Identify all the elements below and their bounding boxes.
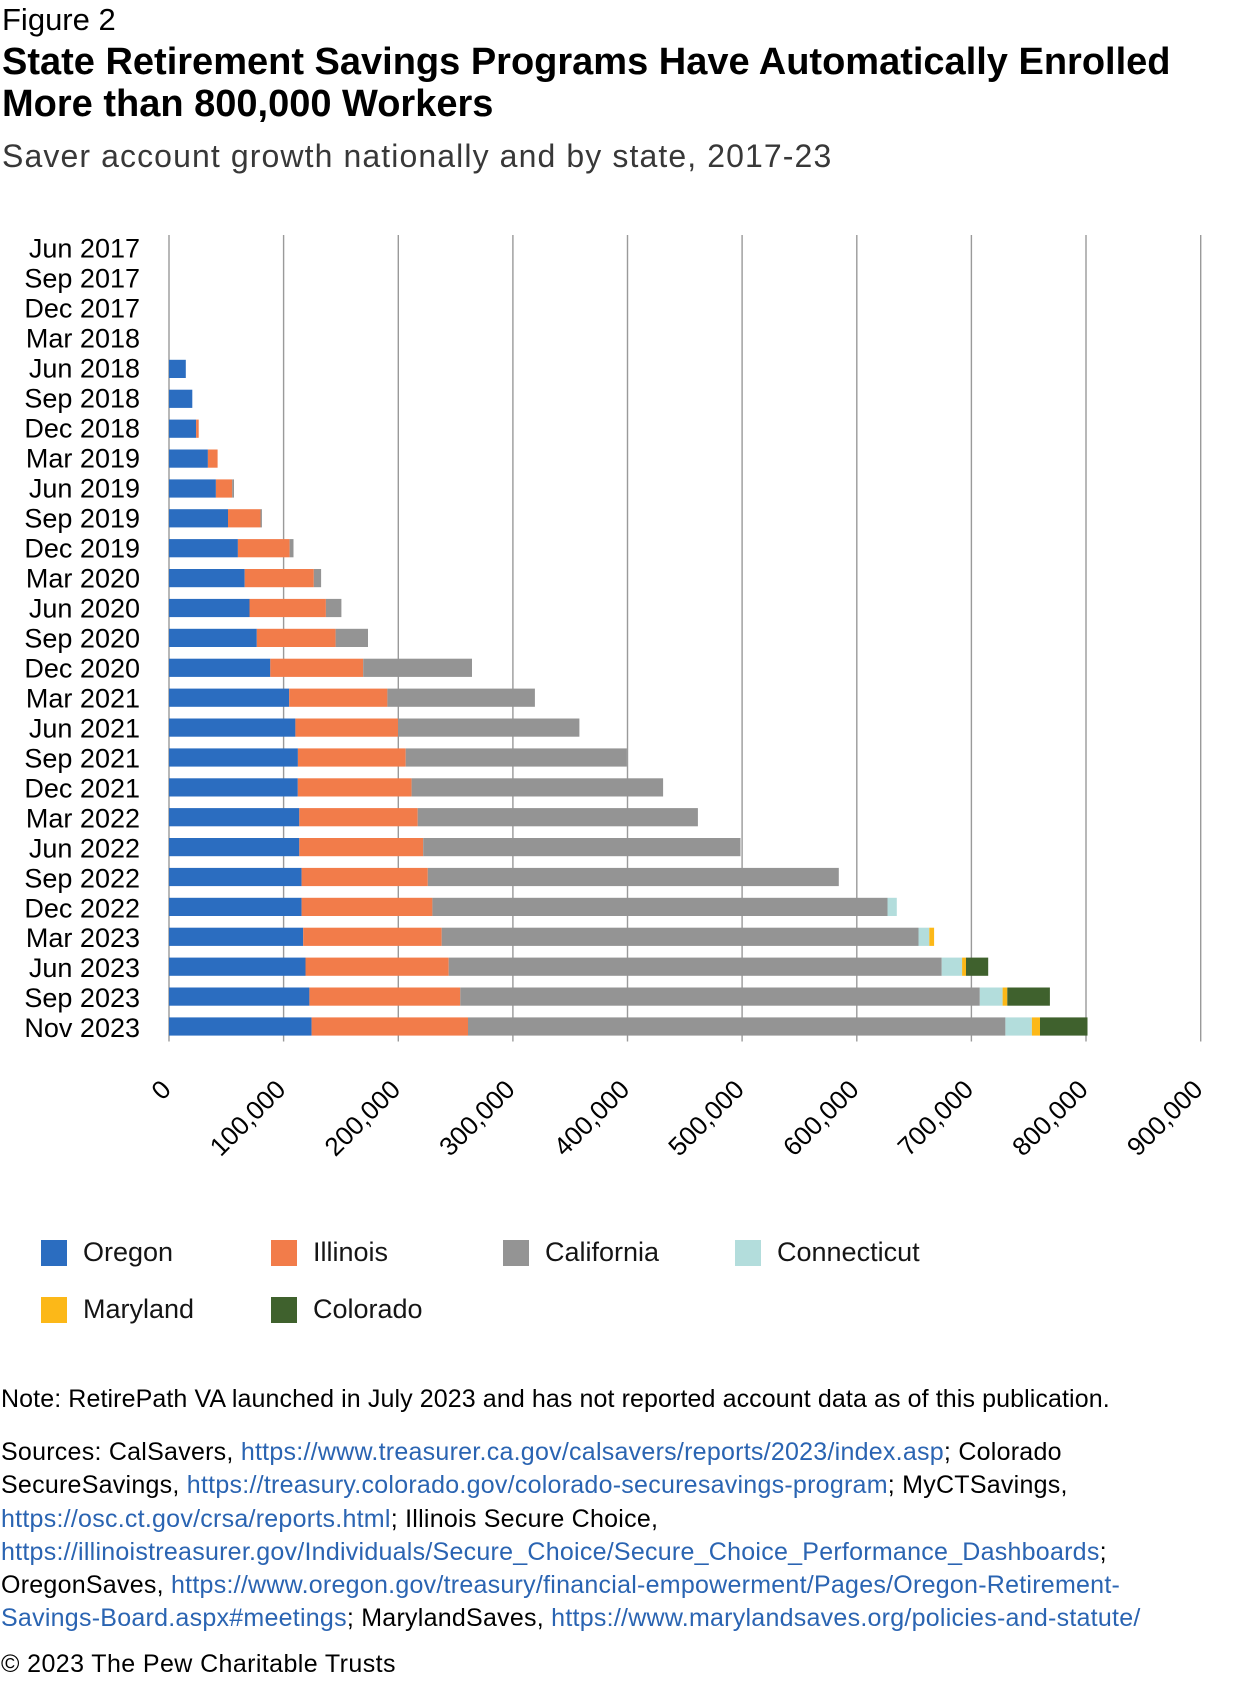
svg-text:300,000: 300,000 <box>433 1074 521 1162</box>
svg-text:Sep 2019: Sep 2019 <box>24 504 140 534</box>
svg-text:Dec 2020: Dec 2020 <box>24 653 140 683</box>
svg-text:Sep 2020: Sep 2020 <box>24 623 140 653</box>
svg-text:Sep 2018: Sep 2018 <box>24 384 140 414</box>
svg-text:Nov 2023: Nov 2023 <box>24 1013 140 1043</box>
svg-text:Mar 2023: Mar 2023 <box>26 923 140 953</box>
svg-text:Dec 2018: Dec 2018 <box>24 414 140 444</box>
svg-text:Jun 2023: Jun 2023 <box>29 953 140 983</box>
svg-text:500,000: 500,000 <box>662 1074 750 1162</box>
svg-text:600,000: 600,000 <box>777 1074 865 1162</box>
svg-text:Dec 2019: Dec 2019 <box>24 534 140 564</box>
svg-text:Mar 2020: Mar 2020 <box>26 564 140 594</box>
svg-text:Mar 2019: Mar 2019 <box>26 444 140 474</box>
svg-text:400,000: 400,000 <box>548 1074 636 1162</box>
svg-text:700,000: 700,000 <box>891 1074 979 1162</box>
svg-text:0: 0 <box>145 1074 176 1105</box>
svg-text:100,000: 100,000 <box>204 1074 292 1162</box>
svg-text:900,000: 900,000 <box>1121 1074 1209 1162</box>
svg-text:Dec 2017: Dec 2017 <box>24 294 140 324</box>
svg-text:Dec 2022: Dec 2022 <box>24 893 140 923</box>
svg-text:Mar 2018: Mar 2018 <box>26 324 140 354</box>
svg-text:Jun 2019: Jun 2019 <box>29 474 140 504</box>
svg-text:Jun 2020: Jun 2020 <box>29 594 140 624</box>
svg-text:Mar 2021: Mar 2021 <box>26 683 140 713</box>
svg-text:Sep 2017: Sep 2017 <box>24 264 140 294</box>
svg-text:Mar 2022: Mar 2022 <box>26 803 140 833</box>
svg-text:200,000: 200,000 <box>318 1074 406 1162</box>
svg-text:Sep 2023: Sep 2023 <box>24 983 140 1013</box>
svg-text:Jun 2022: Jun 2022 <box>29 833 140 863</box>
svg-text:Dec 2021: Dec 2021 <box>24 773 140 803</box>
svg-text:Jun 2018: Jun 2018 <box>29 354 140 384</box>
svg-text:800,000: 800,000 <box>1006 1074 1094 1162</box>
svg-text:Jun 2021: Jun 2021 <box>29 713 140 743</box>
svg-text:Jun 2017: Jun 2017 <box>29 234 140 264</box>
svg-text:Sep 2022: Sep 2022 <box>24 863 140 893</box>
svg-text:Sep 2021: Sep 2021 <box>24 743 140 773</box>
